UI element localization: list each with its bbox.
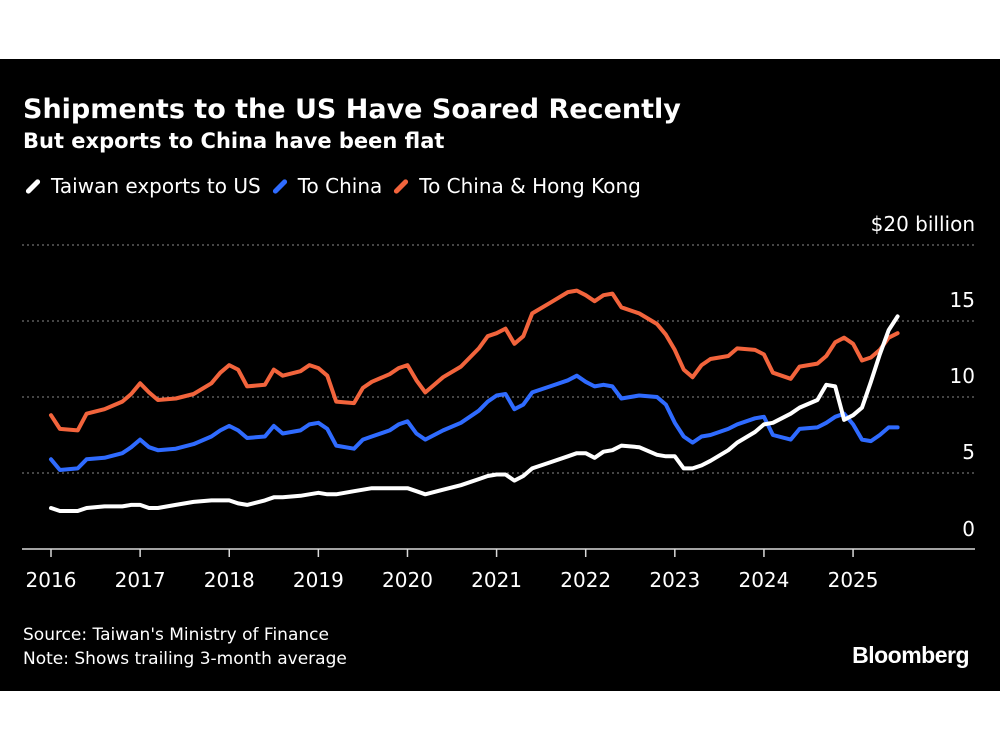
series-line-taiwan-exports-to-us xyxy=(49,314,900,513)
chart-subtitle: But exports to China have been flat xyxy=(23,129,445,153)
line-chart: 0 5 10 15 $20 billion 2016 2017 2018 2019 2020 202… xyxy=(22,212,975,592)
series-line-to-china-hong-kong xyxy=(49,288,900,433)
source-note: Source: Taiwan's Ministry of Finance xyxy=(23,625,329,645)
x-tick-label-2025: 2025 xyxy=(828,568,879,592)
legend-item-china: To China xyxy=(271,174,383,198)
x-tick-label-2022: 2022 xyxy=(560,568,611,592)
series-line-to-china xyxy=(49,373,900,472)
x-tick-label-2017: 2017 xyxy=(115,568,166,592)
x-tick-label-2023: 2023 xyxy=(649,568,700,592)
y-tick-label-0: 0 xyxy=(962,517,975,541)
chart-legend: Taiwan exports to US To China To China &… xyxy=(24,174,651,198)
x-tick-label-2020: 2020 xyxy=(382,568,433,592)
legend-label-china: To China xyxy=(297,174,383,198)
x-tick-label-2019: 2019 xyxy=(293,568,344,592)
y-tick-label-15: 15 xyxy=(950,288,975,312)
x-tick-label-2024: 2024 xyxy=(738,568,789,592)
x-tick-label-2018: 2018 xyxy=(204,568,255,592)
legend-label-china-hk: To China & Hong Kong xyxy=(419,174,641,198)
y-tick-label-5: 5 xyxy=(962,440,975,464)
y-tick-label-10: 10 xyxy=(950,364,975,388)
bloomberg-logo: Bloomberg xyxy=(852,642,969,668)
legend-label-us: Taiwan exports to US xyxy=(51,174,261,198)
chart-card: Shipments to the US Have Soared Recently… xyxy=(0,59,1000,691)
y-tick-label-20: $20 billion xyxy=(871,212,975,236)
chart-title: Shipments to the US Have Soared Recently xyxy=(23,94,681,125)
legend-item-china-hk: To China & Hong Kong xyxy=(392,174,641,198)
x-tick-label-2016: 2016 xyxy=(26,568,77,592)
footnote: Note: Shows trailing 3-month average xyxy=(23,649,347,669)
x-tick-label-2021: 2021 xyxy=(471,568,522,592)
legend-item-us: Taiwan exports to US xyxy=(24,174,261,198)
